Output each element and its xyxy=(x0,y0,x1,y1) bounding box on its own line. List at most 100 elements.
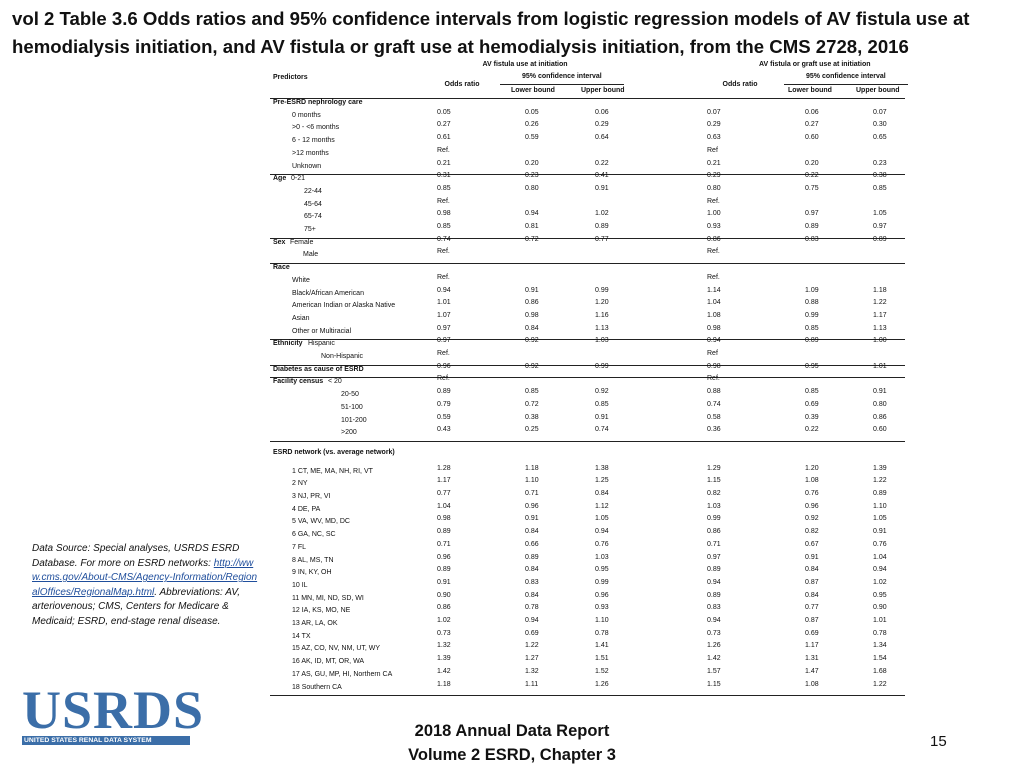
cell-value: 0.38 xyxy=(525,413,539,421)
footer-line: Volume 2 ESRD, Chapter 3 xyxy=(408,746,616,764)
cell-value: 1.02 xyxy=(595,210,609,218)
row-label: 18 Southern CA xyxy=(292,683,342,691)
cell-value: 1.05 xyxy=(595,515,609,523)
rule xyxy=(270,237,905,239)
cell-value: 1.16 xyxy=(595,311,609,319)
row-label: 3 NJ, PR, VI xyxy=(292,493,331,500)
cell-value: 0.89 xyxy=(437,528,451,536)
cell-value: 0.75 xyxy=(805,184,819,192)
cell-value: 0.41 xyxy=(595,172,609,180)
row-label: 7 FL xyxy=(292,543,307,551)
cell-value: 0.94 xyxy=(437,286,451,294)
cell-value: Ref. xyxy=(707,197,720,205)
cell-value: 0.78 xyxy=(525,604,539,612)
cell-value: 1.47 xyxy=(805,667,819,675)
cell-value: 0.94 xyxy=(707,617,721,624)
cell-value: 0.98 xyxy=(437,210,451,218)
cell-value: 0.99 xyxy=(805,311,819,319)
row-label: 8 AL, MS, TN xyxy=(292,556,334,564)
cell-value: 0.43 xyxy=(437,426,451,434)
cell-value: 1.54 xyxy=(873,655,887,663)
cell-value: 0.91 xyxy=(437,578,451,586)
row-label: White xyxy=(292,276,310,284)
cell-value: 0.88 xyxy=(707,388,721,396)
cell-value: 0.26 xyxy=(525,121,539,129)
cell-value: 0.84 xyxy=(525,591,539,599)
cell-value: 1.27 xyxy=(525,655,539,663)
cell-value: 1.14 xyxy=(707,286,721,294)
cell-value: 0.27 xyxy=(437,121,451,129)
section-title: ESRD network (vs. average network) xyxy=(273,448,395,456)
rule xyxy=(270,440,905,442)
row-label: Other or Multiracial xyxy=(292,327,352,335)
cell-value: 1.68 xyxy=(873,667,887,675)
cell-value: 0.05 xyxy=(437,108,451,116)
cell-value: 1.28 xyxy=(437,464,451,472)
section-title: Race xyxy=(273,264,290,272)
cell-value: 0.86 xyxy=(437,604,451,612)
cell-value: 1.00 xyxy=(873,337,887,345)
rule xyxy=(270,98,905,99)
column-header: Upper bound xyxy=(856,87,900,94)
cell-value: 0.89 xyxy=(595,223,609,230)
cell-value: 0.94 xyxy=(873,566,887,574)
cell-value: 0.89 xyxy=(525,553,539,561)
cell-value: 0.89 xyxy=(805,337,819,345)
row-label: Unknown xyxy=(292,162,322,170)
cell-value: 0.82 xyxy=(707,490,721,497)
cell-value: 1.15 xyxy=(707,477,721,485)
cell-value: 0.95 xyxy=(873,591,887,599)
cell-value: 0.36 xyxy=(707,426,721,434)
row-label: 22-44 xyxy=(304,187,322,195)
cell-value: 1.25 xyxy=(595,477,609,485)
cell-value: 0.84 xyxy=(805,591,819,599)
note-link[interactable]: http://www.cms.gov/About-CMS/Agency-Info… xyxy=(32,557,258,598)
cell-value: 0.78 xyxy=(873,629,887,637)
cell-value: 0.85 xyxy=(805,388,819,396)
cell-value: 0.98 xyxy=(707,324,721,332)
row-label: Male xyxy=(303,251,319,259)
cell-value: 0.84 xyxy=(525,324,539,332)
cell-value: 0.97 xyxy=(437,337,451,345)
row-label: 0-21 xyxy=(291,175,306,183)
cell-value: 0.31 xyxy=(437,172,451,180)
cell-value: 0.74 xyxy=(707,400,721,408)
cell-value: 0.90 xyxy=(873,604,887,612)
section-title: Facility census xyxy=(273,378,324,386)
cell-value: 0.84 xyxy=(525,566,539,574)
row-label: >200 xyxy=(341,429,357,437)
cell-value: 1.05 xyxy=(873,515,887,523)
row-label: 13 AR, LA, OK xyxy=(292,620,338,627)
cell-value: 1.01 xyxy=(873,617,887,624)
cell-value: 0.82 xyxy=(805,528,819,536)
cell-value: 0.96 xyxy=(437,553,451,561)
cell-value: 0.89 xyxy=(707,566,721,574)
cell-value: 1.39 xyxy=(873,464,887,472)
cell-value: 0.85 xyxy=(525,388,539,396)
cell-value: 1.32 xyxy=(525,667,539,675)
row-label: 11 MN, MI, ND, SD, WI xyxy=(292,594,364,602)
cell-value: Ref. xyxy=(707,375,720,383)
footer-line: 2018 Annual Data Report xyxy=(414,722,610,740)
cell-value: 0.97 xyxy=(873,223,887,230)
cell-value: 1.04 xyxy=(437,502,451,510)
cell-value: 1.41 xyxy=(595,642,609,650)
cell-value: 1.17 xyxy=(805,642,819,650)
source-note: Data Source: Special analyses, USRDS ESR… xyxy=(32,542,260,630)
cell-value: 0.83 xyxy=(525,578,539,586)
cell-value: 1.02 xyxy=(437,617,451,624)
cell-value: 1.10 xyxy=(525,477,539,485)
cell-value: 1.18 xyxy=(525,464,539,472)
column-header: Lower bound xyxy=(511,87,555,94)
cell-value: 0.21 xyxy=(437,159,451,167)
column-header: Upper bound xyxy=(581,87,625,94)
cell-value: 0.85 xyxy=(595,400,609,408)
cell-value: 0.89 xyxy=(707,591,721,599)
cell-value: Ref. xyxy=(437,273,450,281)
cell-value: 0.22 xyxy=(805,426,819,434)
cell-value: 0.91 xyxy=(805,553,819,561)
cell-value: 1.52 xyxy=(595,667,609,675)
row-label: 1 CT, ME, MA, NH, RI, VT xyxy=(292,467,373,475)
cell-value: 0.96 xyxy=(525,502,539,510)
cell-value: 1.22 xyxy=(873,680,887,688)
